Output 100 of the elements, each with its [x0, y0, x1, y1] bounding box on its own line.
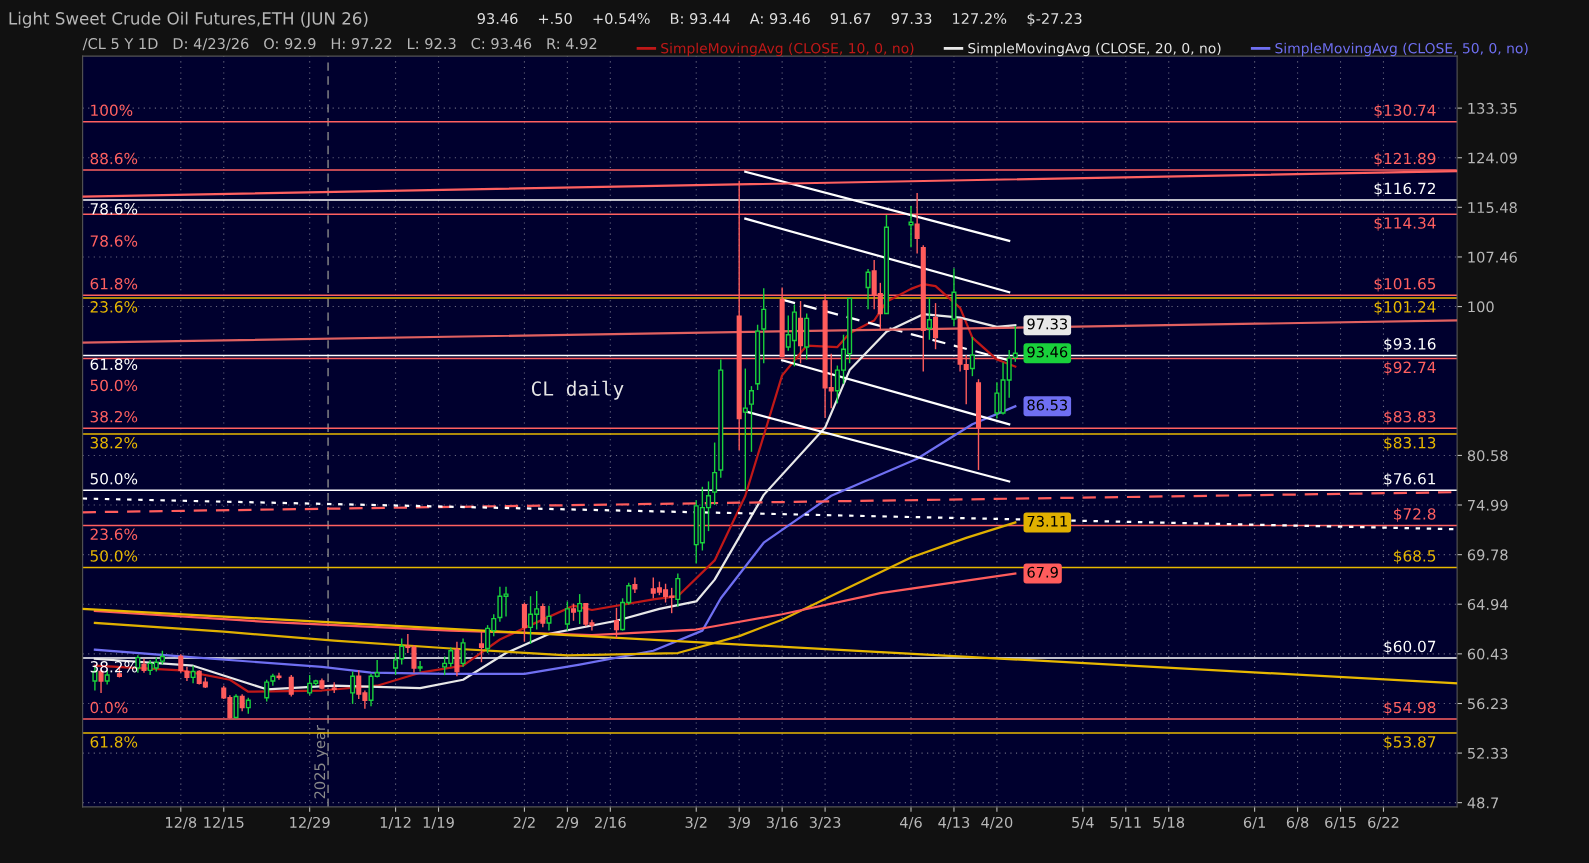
ref-line-label: $101.65 [1374, 277, 1436, 292]
annotation: 88.6% [90, 152, 138, 165]
annotation: 93.46 [1027, 346, 1068, 358]
x-tick-label: 5/11 [1110, 817, 1141, 830]
x-tick-label: 1/12 [380, 816, 411, 830]
ref-line-label: $60.07 [1384, 640, 1436, 655]
annotation: 78.6% [90, 235, 138, 247]
text: 97.33 [891, 13, 932, 25]
ref-line-label: $101.24 [1374, 300, 1436, 315]
x-tick-label: 4/13 [938, 816, 970, 830]
ref-line-label: $114.34 [1374, 216, 1436, 231]
x-tick-label: 12/8 [166, 816, 197, 830]
ref-line-label: $121.89 [1374, 152, 1436, 167]
candlestick [926, 296, 932, 341]
candlestick [521, 601, 527, 643]
y-tick-label: 100 [1468, 301, 1494, 313]
ref-line-label: $68.5 [1394, 549, 1436, 564]
annotation: 50.0% [90, 550, 138, 562]
ref-line-label: $92.74 [1384, 361, 1436, 376]
legend-label: SimpleMovingAvg (CLOSE, 10, 0, no) [661, 42, 914, 57]
text: 93.46 [477, 13, 518, 25]
data-label: 67.9 [1027, 566, 1058, 578]
candlestick [908, 205, 914, 248]
text: $-27.23 [1027, 12, 1082, 27]
annotation: 0.0% [90, 701, 128, 714]
legend-label: SimpleMovingAvg (CLOSE, 20, 0, no) [968, 42, 1221, 57]
candlestick [399, 637, 405, 666]
x-tick-label: 3/2 [685, 816, 707, 830]
x-tick-label: 2/9 [556, 816, 579, 830]
x-tick-label: 1/19 [423, 816, 454, 830]
candlestick [350, 670, 356, 705]
candlestick [865, 268, 871, 311]
y-tick-label: 80.58 [1467, 450, 1508, 462]
candlestick [564, 600, 570, 632]
ref-line-label: $83.13 [1384, 436, 1436, 451]
y-tick-label: 56.23 [1467, 698, 1508, 710]
x-tick-label: 4/20 [981, 816, 1013, 830]
x-tick-label: 6/1 [1243, 816, 1266, 830]
text: +.50 [538, 13, 572, 25]
x-tick-label: 12/15 [204, 816, 244, 830]
x-tick-label: 3/16 [766, 816, 798, 830]
x-tick-label: 4/6 [899, 816, 922, 830]
annotation: 61.8% [90, 277, 138, 290]
ref-line-label: $54.98 [1384, 701, 1436, 716]
y-tick-label: 52.33 [1467, 747, 1508, 759]
annotation: 23.6% [90, 301, 138, 313]
candlestick [540, 602, 546, 629]
annotation: 50.0% [90, 379, 138, 392]
y-tick-label: 133.35 [1468, 102, 1517, 114]
annotation: 38.2% [90, 410, 138, 423]
x-tick-label: 5/18 [1153, 816, 1185, 830]
candlestick [460, 637, 466, 668]
annotation: 23.6% [90, 528, 138, 541]
annotation: 61.8% [90, 736, 138, 748]
candlestick [742, 367, 748, 492]
x-tick-label: 3/9 [728, 816, 750, 830]
x-tick-label: 6/8 [1286, 816, 1309, 830]
candlestick [933, 302, 939, 350]
y-tick-label: 115.48 [1468, 202, 1517, 214]
text: A: 93.46 [749, 13, 810, 25]
text: +0.54% [593, 13, 650, 25]
ref-line-label: $116.72 [1374, 182, 1435, 197]
x-tick-label: 2/2 [513, 816, 535, 830]
candlestick [417, 660, 423, 673]
text: 127.2% [953, 13, 1007, 25]
annotation: 38.2% [90, 437, 138, 449]
data-label: 86.53 [1027, 399, 1068, 411]
y-tick-label: 124.09 [1468, 152, 1517, 164]
text: 91.67 [830, 13, 871, 25]
ref-line-label: $130.74 [1374, 104, 1436, 119]
y-tick-label: 107.46 [1468, 251, 1517, 263]
candlestick [546, 605, 552, 632]
x-tick-label: 2/16 [595, 816, 626, 830]
legend-label: SimpleMovingAvg (CLOSE, 50, 0, no) [1275, 42, 1528, 57]
chart-title: Light Sweet Crude Oil Futures,ETH (JUN 26) [9, 11, 368, 28]
data-label: 73.11 [1027, 515, 1067, 527]
y-tick-label: 60.43 [1467, 648, 1508, 660]
chart-subtitle: /CL 5 Y 1D D: 4/23/26 O: 92.9 H: 97.22 L: 92.3 C: 93.46 R: 4.92 [82, 38, 597, 51]
y-tick-label: 74.99 [1468, 499, 1508, 511]
y-tick-label: 64.94 [1467, 598, 1508, 610]
y-tick-label: 69.78 [1467, 549, 1508, 561]
candlestick [994, 381, 1000, 420]
annotation: CL daily [531, 380, 624, 400]
data-label: 97.33 [1027, 318, 1068, 330]
candlestick [454, 641, 460, 677]
candlestick [712, 441, 718, 506]
annotation: 50.0% [90, 472, 138, 485]
candlestick [276, 672, 282, 681]
x-tick-label: 3/23 [809, 816, 841, 830]
x-tick-label: 6/15 [1325, 816, 1356, 830]
x-tick-label: 5/4 [1072, 817, 1094, 830]
ref-line-label: $72.8 [1394, 507, 1436, 522]
candlestick [233, 693, 239, 719]
x-tick-label: 12/29 [290, 816, 330, 830]
ref-line-label: $76.61 [1384, 472, 1436, 487]
annotation: 78.6% [90, 203, 138, 215]
ref-line-label: $83.83 [1384, 410, 1436, 425]
candlestick [748, 385, 754, 453]
candlestick [393, 652, 399, 676]
ref-line-label: $53.87 [1384, 735, 1436, 750]
